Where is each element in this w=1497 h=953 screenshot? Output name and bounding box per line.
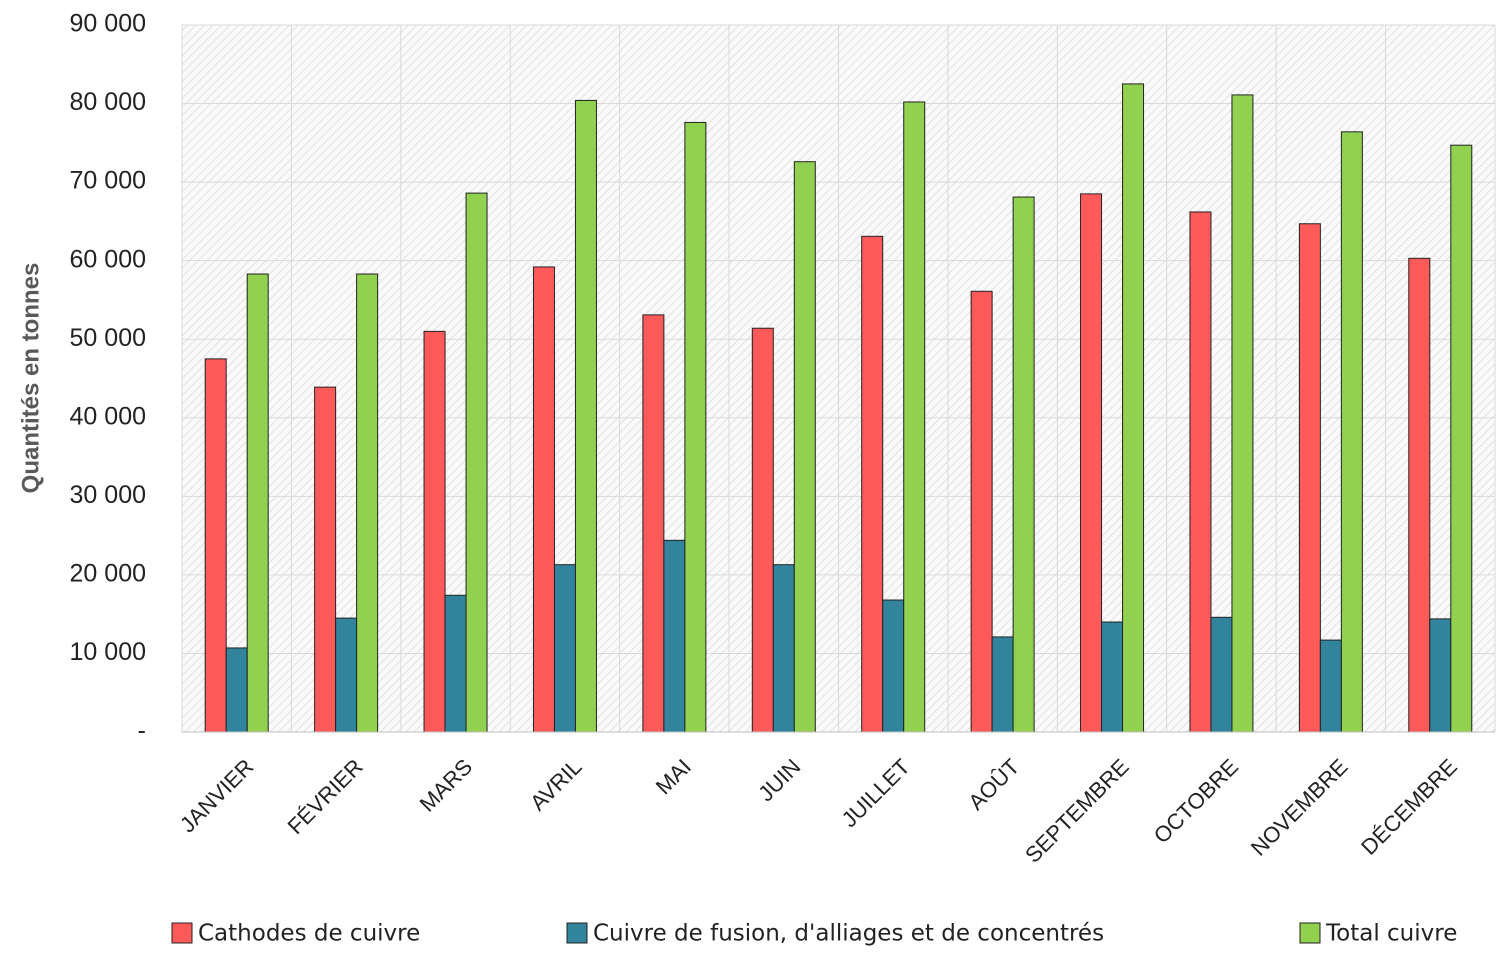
bar (1012, 196, 1035, 733)
bar (684, 121, 707, 733)
bar (1429, 618, 1452, 733)
bar (1122, 83, 1145, 733)
y-tick-label: 90 000 (70, 10, 146, 38)
legend-swatch (1299, 922, 1321, 944)
bar (793, 161, 816, 733)
x-tick-label: NOVEMBRE (1246, 754, 1353, 861)
bar (991, 636, 1014, 733)
y-tick-label: 60 000 (70, 245, 146, 273)
x-tick-label: FÉVRIER (283, 754, 368, 839)
bar (1319, 639, 1342, 733)
bar (903, 101, 926, 733)
y-tick-label: 50 000 (70, 324, 146, 352)
bar (1210, 616, 1233, 733)
x-tick-label: MAI (651, 754, 696, 799)
y-tick-label: 30 000 (70, 481, 146, 509)
y-tick-label: 40 000 (70, 402, 146, 430)
bar (1408, 257, 1431, 733)
x-tick-label: JANVIER (175, 754, 258, 837)
bar (532, 266, 555, 733)
bar (1231, 94, 1254, 733)
bar (444, 594, 467, 733)
bar (1298, 223, 1321, 733)
legend-label: Cuivre de fusion, d'alliages et de conce… (593, 921, 1104, 947)
bar (1080, 193, 1103, 733)
x-tick-label: AOÛT (963, 754, 1024, 815)
bar (970, 290, 993, 733)
bar (663, 539, 686, 733)
bar (574, 99, 597, 733)
bar (553, 564, 576, 733)
bar (204, 358, 227, 733)
y-tick-label: 80 000 (70, 88, 146, 116)
bar (246, 273, 269, 733)
bar (772, 564, 795, 733)
x-tick-label: AVRIL (525, 754, 586, 815)
bar (1450, 144, 1473, 733)
x-tick-label: OCTOBRE (1149, 754, 1243, 848)
x-tick-label: SEPTEMBRE (1020, 754, 1134, 868)
x-tick-label: JUIN (753, 754, 805, 806)
bar (465, 192, 488, 733)
x-tick-label: DÉCEMBRE (1356, 754, 1462, 860)
bar (751, 327, 774, 733)
legend-swatch (566, 922, 588, 944)
x-tick-label: MARS (415, 754, 478, 817)
bar (882, 599, 905, 733)
y-tick-label: 20 000 (70, 559, 146, 587)
legend-label: Cathodes de cuivre (198, 921, 420, 947)
y-tick-label: 70 000 (70, 167, 146, 195)
bar (314, 386, 337, 733)
y-tick-label: 10 000 (70, 638, 146, 666)
x-tick-label: JUILLET (837, 754, 915, 832)
legend-swatch (171, 922, 193, 944)
bar (423, 330, 446, 733)
bar (1189, 211, 1212, 733)
bar (356, 273, 379, 733)
bar (335, 617, 358, 733)
bar (861, 235, 884, 733)
y-axis-label: Quantités en tonnes (17, 263, 44, 494)
legend-label: Total cuivre (1325, 921, 1457, 947)
bar (1101, 621, 1124, 733)
bar (225, 647, 248, 733)
bar (642, 314, 665, 733)
y-tick-label: - (138, 717, 146, 745)
bar (1340, 131, 1363, 733)
